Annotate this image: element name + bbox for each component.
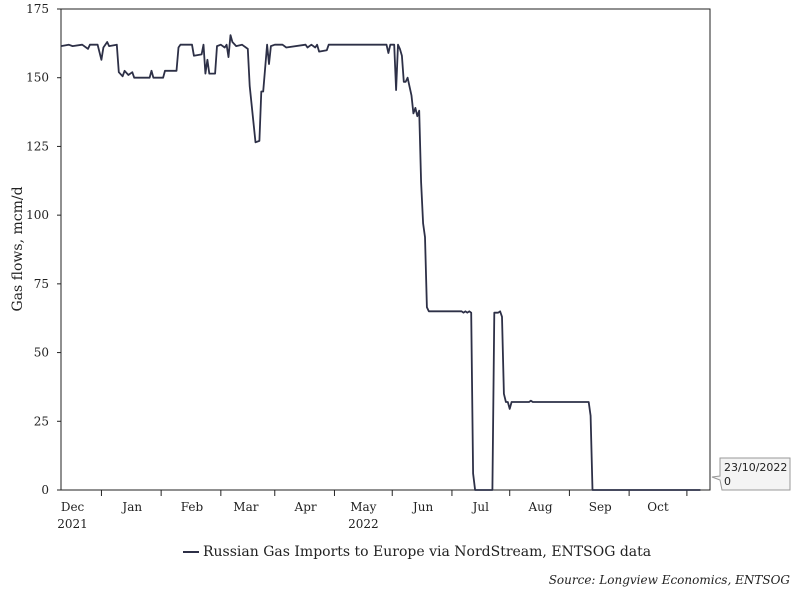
y-tick-label-50: 50 — [34, 346, 49, 360]
x-tick-label-dec: Dec — [61, 500, 85, 514]
x-tick-label-feb: Feb — [181, 500, 204, 514]
x-tick-label-jul: Jul — [471, 500, 490, 514]
legend-label: Russian Gas Imports to Europe via NordSt… — [203, 544, 652, 560]
y-tick-label-125: 125 — [26, 139, 49, 153]
y-tick-label-25: 25 — [34, 414, 49, 428]
x-tick-label-mar: Mar — [233, 500, 258, 514]
y-tick-label-150: 150 — [26, 71, 49, 85]
legend-swatch — [183, 551, 199, 553]
y-axis: 0 25 50 75 100 125 150 175 — [26, 2, 61, 497]
x-tick-label-jun: Jun — [411, 500, 434, 514]
y-tick-label-100: 100 — [26, 208, 49, 222]
series-group — [60, 34, 701, 491]
x-tick-label-apr: Apr — [294, 500, 317, 514]
y-tick-label-0: 0 — [41, 483, 49, 497]
source-note: Source: Longview Economics, ENTSOG — [548, 573, 790, 587]
x-tick-label-aug: Aug — [527, 500, 552, 514]
x-tick-label-may: May — [350, 500, 376, 514]
series-line-0 — [60, 34, 701, 491]
y-axis-label: Gas flows, mcm/d — [10, 186, 26, 311]
x-year-label-2022: 2022 — [348, 517, 379, 531]
x-axis: Dec 2021 Jan Feb Mar Apr May 2022 Jun Jul Aug Sep Oc… — [57, 490, 688, 531]
y-tick-label-75: 75 — [34, 277, 49, 291]
x-tick-label-jan: Jan — [120, 500, 142, 514]
last-value-callout: 23/10/2022 0 — [711, 457, 791, 491]
callout-date: 23/10/2022 — [724, 461, 787, 474]
x-tick-label-oct: Oct — [647, 500, 669, 514]
plot-area — [60, 8, 711, 491]
y-tick-label-175: 175 — [26, 2, 49, 16]
callout-value: 0 — [724, 475, 731, 488]
x-tick-label-sep: Sep — [589, 500, 612, 514]
x-year-label-2021: 2021 — [57, 517, 88, 531]
callout-box — [711, 457, 791, 491]
legend: Russian Gas Imports to Europe via NordSt… — [183, 544, 651, 560]
